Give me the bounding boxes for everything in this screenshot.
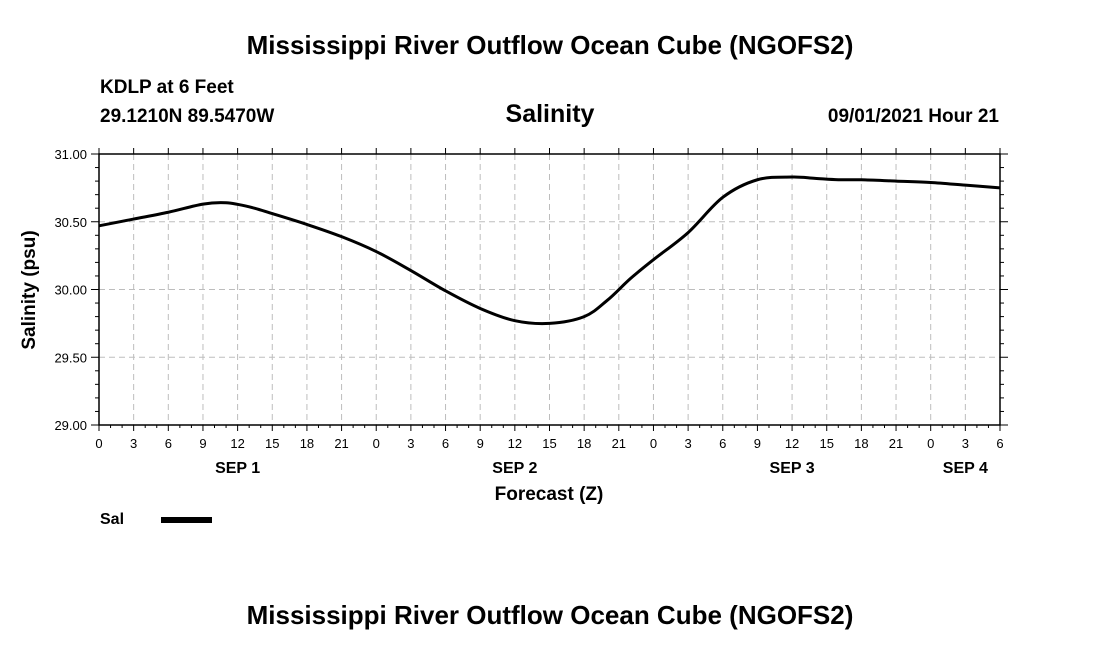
x-tick-label: 6 <box>719 436 726 451</box>
x-tick-label: 12 <box>508 436 522 451</box>
x-tick-label: 12 <box>230 436 244 451</box>
x-tick-label: 0 <box>927 436 934 451</box>
x-tick-label: 15 <box>265 436 279 451</box>
x-tick-label: 15 <box>819 436 833 451</box>
forecast-datetime: 09/01/2021 Hour 21 <box>827 106 999 127</box>
x-tick-label: 18 <box>300 436 314 451</box>
x-tick-label: 12 <box>785 436 799 451</box>
x-tick-label: 3 <box>684 436 691 451</box>
x-tick-label: 9 <box>199 436 206 451</box>
y-tick-label: 29.50 <box>54 350 87 365</box>
x-tick-label: 18 <box>577 436 591 451</box>
labels-layer: 29.00 29.50 30.00 30.50 31.00 0 3 6 9 12 15 18 21 0 3 6… <box>54 147 1003 477</box>
series-layer <box>98 175 1001 326</box>
x-tick-label: 9 <box>754 436 761 451</box>
x-tick-label: 18 <box>854 436 868 451</box>
x-tick-label: 0 <box>650 436 657 451</box>
ticks-layer <box>91 148 1008 431</box>
x-tick-label: 15 <box>542 436 556 451</box>
legend-label: Sal <box>100 511 124 528</box>
x-day-label: SEP 3 <box>770 460 815 477</box>
station-coordinates: 29.1210N 89.5470W <box>100 106 275 127</box>
x-tick-label: 6 <box>165 436 172 451</box>
x-tick-label: 21 <box>334 436 348 451</box>
x-tick-label: 3 <box>130 436 137 451</box>
x-tick-label: 0 <box>373 436 380 451</box>
y-tick-label: 30.00 <box>54 283 87 298</box>
series-line-sal <box>98 175 1001 326</box>
x-tick-label: 21 <box>612 436 626 451</box>
y-tick-label: 30.50 <box>54 215 87 230</box>
x-tick-label: 3 <box>407 436 414 451</box>
x-tick-label: 0 <box>95 436 102 451</box>
x-axis-title: Forecast (Z) <box>495 484 604 505</box>
chart-footer-title: Mississippi River Outflow Ocean Cube (NG… <box>246 600 854 630</box>
x-day-label: SEP 4 <box>943 460 988 477</box>
chart-main-title: Mississippi River Outflow Ocean Cube (NG… <box>246 30 854 60</box>
y-tick-label: 31.00 <box>54 147 87 162</box>
y-tick-label: 29.00 <box>54 418 87 433</box>
x-day-label: SEP 1 <box>215 460 260 477</box>
x-tick-label: 6 <box>996 436 1003 451</box>
chart-variable-title: Salinity <box>505 100 595 128</box>
y-axis-title: Salinity (psu) <box>19 230 40 349</box>
grid-layer <box>99 154 1000 425</box>
station-label: KDLP at 6 Feet <box>100 77 234 98</box>
x-tick-label: 9 <box>477 436 484 451</box>
x-day-label: SEP 2 <box>492 460 537 477</box>
x-tick-label: 21 <box>889 436 903 451</box>
x-tick-label: 6 <box>442 436 449 451</box>
x-tick-label: 3 <box>962 436 969 451</box>
